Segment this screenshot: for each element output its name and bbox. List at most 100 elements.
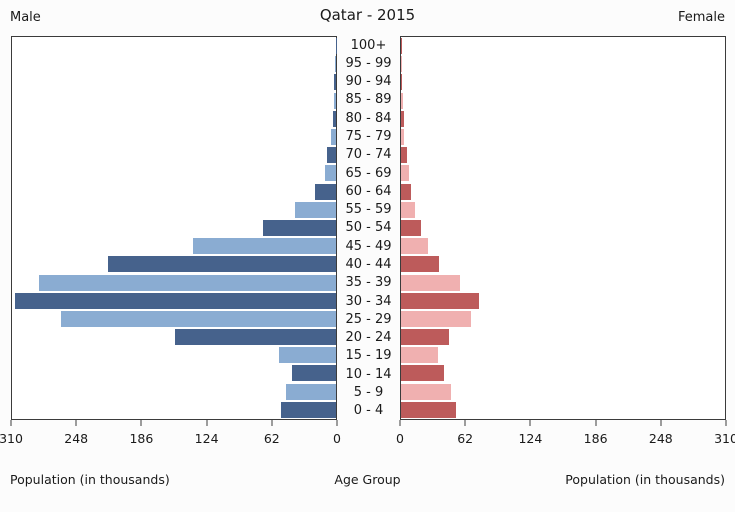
age-group-label: 15 - 19 <box>345 348 392 364</box>
x-axis-tick-mark <box>206 420 208 426</box>
male-bar <box>325 165 336 182</box>
female-bar-row <box>401 201 725 219</box>
male-bar <box>292 365 336 382</box>
male-bar-row <box>12 237 336 255</box>
age-group-label: 0 - 4 <box>353 403 384 419</box>
male-bar-row <box>12 328 336 346</box>
male-bar <box>175 329 336 346</box>
x-axis-tick-label: 124 <box>518 431 543 446</box>
age-group-label: 75 - 79 <box>345 129 392 145</box>
female-bar-row <box>401 255 725 273</box>
female-bar-row <box>401 310 725 328</box>
male-bar <box>61 310 336 327</box>
female-bar-row <box>401 219 725 237</box>
age-group-label: 85 - 89 <box>345 92 392 108</box>
x-axis-tick-label: 0 <box>396 431 404 446</box>
female-bar-row <box>401 237 725 255</box>
male-bar-row <box>12 73 336 91</box>
female-bar <box>401 329 450 346</box>
plot-area: 100+ 95 - 99 90 - 94 85 - 89 80 - 84 75 - 79 7… <box>11 36 726 420</box>
age-group-label: 70 - 74 <box>345 147 392 163</box>
female-bar-row <box>401 328 725 346</box>
male-bar-row <box>12 146 336 164</box>
male-bar-row <box>12 128 336 146</box>
female-bar <box>401 110 404 127</box>
female-bars-panel <box>400 36 726 420</box>
x-axis-tick-mark <box>271 420 273 426</box>
male-bar-row <box>12 310 336 328</box>
female-axis-label: Population (in thousands) <box>565 472 725 487</box>
female-bar <box>401 56 402 73</box>
age-group-label: 95 - 99 <box>345 55 392 71</box>
male-bar-row <box>12 201 336 219</box>
x-axis-tick-label: 310 <box>714 431 735 446</box>
x-axis-tick-label: 248 <box>648 431 673 446</box>
female-bar <box>401 92 403 109</box>
female-bar-row <box>401 37 725 55</box>
male-bar <box>332 110 336 127</box>
male-bar-row <box>12 92 336 110</box>
female-bar <box>401 238 429 255</box>
male-bar <box>333 92 336 109</box>
female-bar-row <box>401 146 725 164</box>
age-group-label: 35 - 39 <box>345 275 392 291</box>
male-bar <box>262 219 336 236</box>
x-axis-tick-mark <box>75 420 77 426</box>
female-bar-row <box>401 164 725 182</box>
female-bar <box>401 256 439 273</box>
male-bar-row <box>12 164 336 182</box>
female-bar <box>401 219 421 236</box>
age-group-label: 60 - 64 <box>345 183 392 199</box>
female-bar <box>401 383 452 400</box>
age-group-label: 30 - 34 <box>345 293 392 309</box>
male-header-label: Male <box>10 10 41 25</box>
male-bar-row <box>12 183 336 201</box>
male-bar-row <box>12 273 336 291</box>
x-axis-tick-mark <box>464 420 466 426</box>
age-group-label: 50 - 54 <box>345 220 392 236</box>
male-bar-row <box>12 401 336 419</box>
age-group-label: 10 - 14 <box>345 366 392 382</box>
female-x-axis-ticks: 0 62 124 186 248 310 <box>396 419 735 449</box>
x-axis-tick-mark <box>10 420 12 426</box>
age-group-label: 40 - 44 <box>345 257 392 273</box>
x-axis-tick-mark <box>140 420 142 426</box>
female-bar <box>401 74 403 91</box>
male-bar-row <box>12 37 336 55</box>
male-bar-row <box>12 255 336 273</box>
male-bar <box>15 292 336 309</box>
chart-title: Qatar - 2015 <box>319 6 416 24</box>
male-bar <box>108 256 336 273</box>
female-bar <box>401 147 407 164</box>
male-bar-row <box>12 383 336 401</box>
female-bar <box>401 347 438 364</box>
male-bar <box>315 183 336 200</box>
x-axis-tick-label: 248 <box>64 431 89 446</box>
female-bar <box>401 183 412 200</box>
x-axis-tick-mark <box>529 420 531 426</box>
female-bar <box>401 401 457 418</box>
female-bar <box>401 129 405 146</box>
x-axis-tick-mark <box>595 420 597 426</box>
x-axis-tick-mark <box>336 420 338 426</box>
female-bar-row <box>401 110 725 128</box>
female-bar-row <box>401 401 725 419</box>
male-bar <box>280 401 336 418</box>
male-bar-row <box>12 346 336 364</box>
female-bar-row <box>401 292 725 310</box>
male-axis-label: Population (in thousands) <box>10 472 170 487</box>
male-bar-row <box>12 364 336 382</box>
female-bar-row <box>401 346 725 364</box>
female-bar-row <box>401 183 725 201</box>
female-bar-row <box>401 92 725 110</box>
male-bar-row <box>12 55 336 73</box>
female-bar <box>401 165 410 182</box>
age-group-label: 45 - 49 <box>345 238 392 254</box>
female-bar <box>401 365 444 382</box>
male-bar <box>330 129 336 146</box>
male-bar <box>295 201 336 218</box>
female-bar <box>401 310 472 327</box>
age-group-axis-label: Age Group <box>334 472 401 487</box>
x-axis-tick-mark <box>725 420 727 426</box>
male-bar-row <box>12 110 336 128</box>
